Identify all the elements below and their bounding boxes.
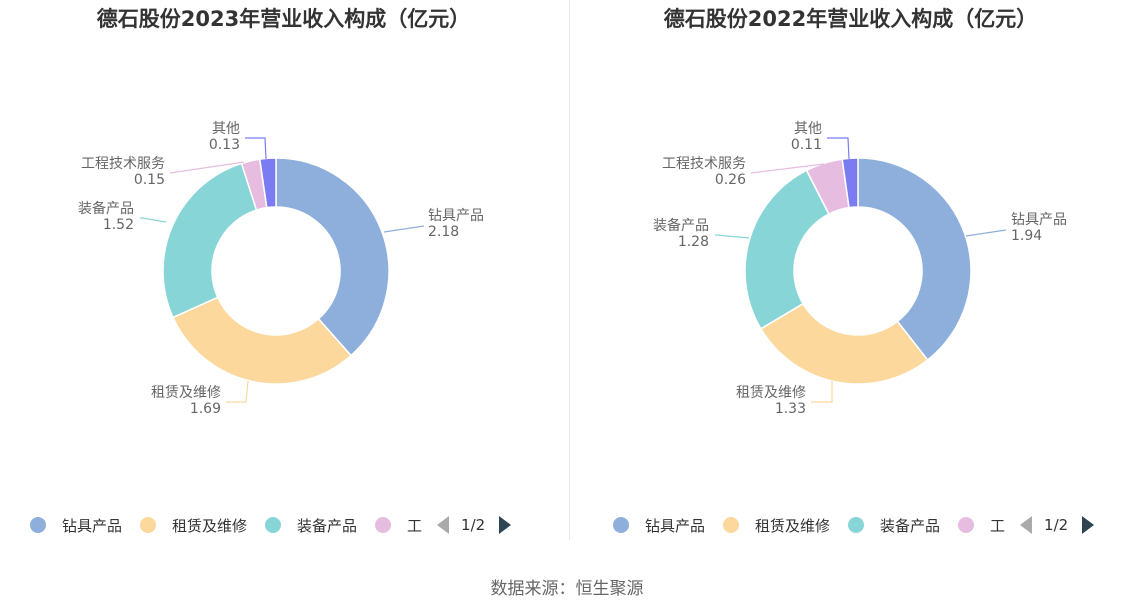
leader-line bbox=[169, 161, 245, 174]
leader-line bbox=[715, 234, 750, 239]
legend-item-zhuangbei[interactable]: 装备产品 bbox=[265, 515, 357, 536]
legend-dot bbox=[375, 517, 392, 533]
legend-pager: 1/2 bbox=[437, 516, 512, 534]
legend-item-zulin[interactable]: 租赁及维修 bbox=[140, 515, 247, 536]
slice-label-value: 1.52 bbox=[103, 217, 134, 233]
slice-label-name: 工程技术服务 bbox=[81, 156, 165, 172]
slice-label-name: 工程技术服务 bbox=[662, 156, 746, 172]
legend-label: 装备产品 bbox=[880, 516, 941, 535]
chart-panel-2023: 德石股份2023年营业收入构成（亿元） 钻具产品 2.18 租赁及维修 1.69 装备产… bbox=[0, 0, 567, 545]
panel-divider bbox=[569, 0, 570, 540]
legend-pager: 1/2 bbox=[1020, 516, 1095, 534]
legend-label: 租赁及维修 bbox=[172, 516, 248, 535]
slice-label-name: 装备产品 bbox=[653, 217, 709, 234]
legend-item-gongcheng[interactable]: 工 bbox=[375, 515, 423, 536]
legend-next-icon[interactable] bbox=[499, 516, 512, 534]
legend-dot bbox=[613, 517, 629, 533]
leader-line bbox=[226, 380, 249, 403]
legend-item-zuju[interactable]: 钻具产品 bbox=[30, 515, 122, 536]
chart-legend: 钻具产品 租赁及维修 装备产品 工 1/2 bbox=[30, 512, 512, 538]
slice-label-name: 装备产品 bbox=[78, 200, 134, 217]
slice-label-value: 1.94 bbox=[1011, 228, 1042, 244]
legend-item-gongcheng[interactable]: 工 bbox=[958, 515, 1006, 536]
slice-label-value: 0.26 bbox=[715, 172, 746, 188]
chart-title: 德石股份2022年营业收入构成（亿元） bbox=[663, 7, 1038, 31]
donut-slice-5[interactable] bbox=[258, 157, 277, 209]
legend-prev-icon[interactable] bbox=[1020, 516, 1033, 534]
leader-line bbox=[811, 381, 833, 403]
data-source-note: 数据来源：恒生聚源 bbox=[490, 579, 644, 599]
donut-slice-2[interactable] bbox=[759, 302, 929, 385]
slice-label-value: 0.11 bbox=[791, 137, 822, 153]
slice-label-name: 租赁及维修 bbox=[736, 385, 806, 401]
leader-line bbox=[750, 163, 825, 174]
legend-label: 租赁及维修 bbox=[755, 516, 831, 535]
chart-panel-2022: 德石股份2022年营业收入构成（亿元） 钻具产品 1.94 租赁及维修 1.33 装备产… bbox=[567, 0, 1134, 545]
slice-label-name: 其他 bbox=[212, 121, 240, 137]
donut-slice-3[interactable] bbox=[744, 169, 830, 330]
legend-dot bbox=[958, 517, 975, 533]
chart-title: 德石股份2023年营业收入构成（亿元） bbox=[96, 7, 471, 31]
legend-page-indicator: 1/2 bbox=[1044, 516, 1069, 534]
legend-dot bbox=[723, 517, 740, 533]
slice-label-value: 0.15 bbox=[134, 172, 165, 188]
donut-slice-5[interactable] bbox=[841, 157, 859, 209]
legend-dot bbox=[30, 517, 46, 533]
slice-label-name: 其他 bbox=[794, 121, 822, 137]
slice-label-value: 2.18 bbox=[428, 224, 459, 240]
legend-item-zhuangbei[interactable]: 装备产品 bbox=[848, 515, 940, 536]
legend-dot bbox=[848, 517, 865, 533]
legend-label: 钻具产品 bbox=[645, 516, 706, 535]
slice-label-name: 钻具产品 bbox=[428, 208, 484, 224]
slice-label-name: 租赁及维修 bbox=[151, 385, 221, 401]
donut-slice-1[interactable] bbox=[275, 157, 390, 357]
legend-dot bbox=[140, 517, 157, 533]
legend-prev-icon[interactable] bbox=[437, 516, 450, 534]
donut-slice-1[interactable] bbox=[857, 157, 972, 362]
slice-label-name: 钻具产品 bbox=[1011, 212, 1067, 228]
legend-page-indicator: 1/2 bbox=[461, 516, 486, 534]
leader-line bbox=[245, 137, 267, 160]
donut-slice-3[interactable] bbox=[162, 162, 258, 319]
legend-label: 工 bbox=[407, 516, 423, 535]
leader-line bbox=[383, 225, 425, 233]
legend-label: 工 bbox=[990, 516, 1006, 535]
legend-item-zuju[interactable]: 钻具产品 bbox=[613, 515, 705, 536]
donut-slice-2[interactable] bbox=[172, 296, 353, 385]
slice-label-value: 1.28 bbox=[678, 234, 709, 250]
slice-label-value: 1.69 bbox=[190, 401, 221, 417]
legend-item-zulin[interactable]: 租赁及维修 bbox=[723, 515, 830, 536]
slice-label-value: 0.13 bbox=[209, 137, 240, 153]
leader-line bbox=[965, 229, 1007, 237]
legend-next-icon[interactable] bbox=[1082, 516, 1095, 534]
slice-label-value: 1.33 bbox=[775, 401, 806, 417]
legend-dot bbox=[265, 517, 282, 533]
legend-label: 装备产品 bbox=[297, 516, 358, 535]
leader-line bbox=[140, 217, 167, 223]
chart-legend: 钻具产品 租赁及维修 装备产品 工 1/2 bbox=[613, 512, 1095, 538]
leader-line bbox=[827, 137, 850, 160]
legend-label: 钻具产品 bbox=[62, 516, 123, 535]
